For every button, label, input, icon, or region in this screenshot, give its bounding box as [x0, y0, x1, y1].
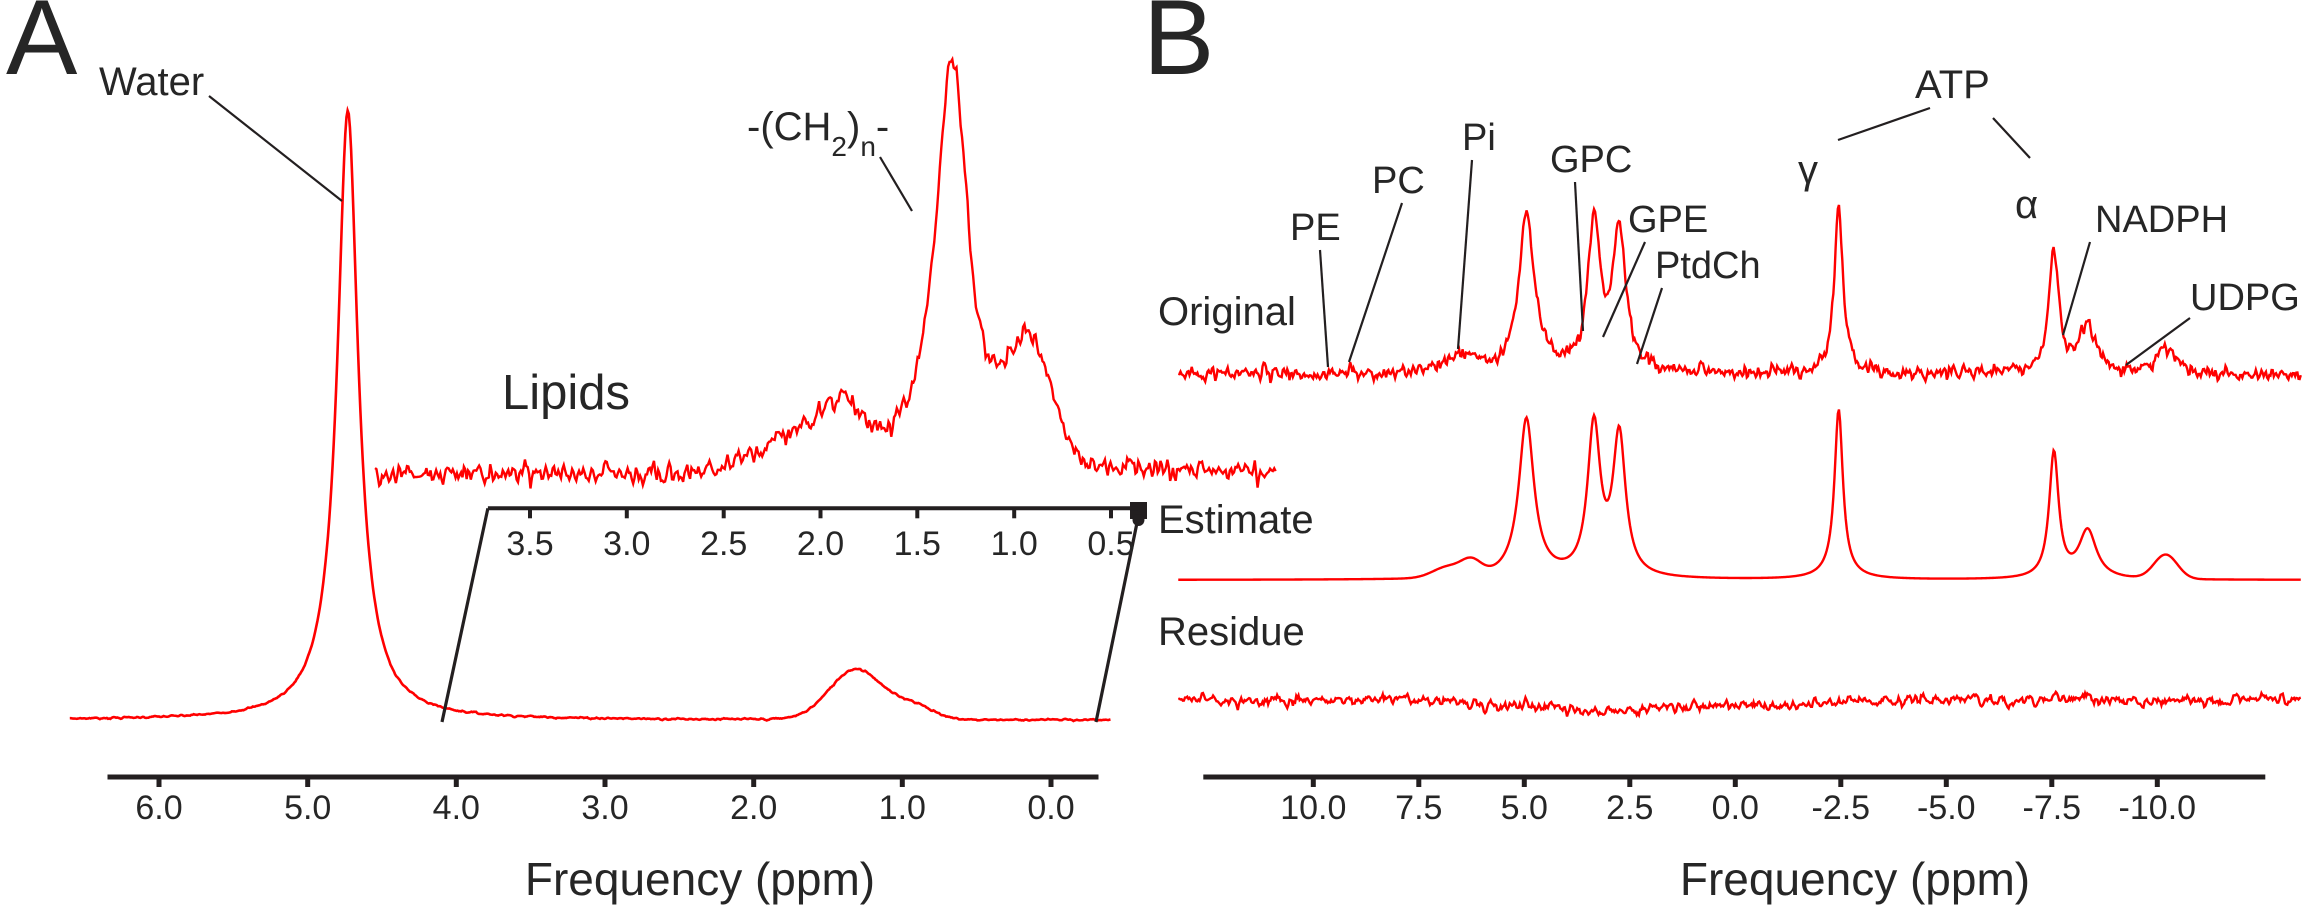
svg-text:2.0: 2.0 [797, 525, 844, 563]
svg-text:GPC: GPC [1550, 139, 1632, 181]
svg-text:2.5: 2.5 [700, 525, 747, 563]
svg-text:1.0: 1.0 [879, 789, 926, 827]
svg-text:10.0: 10.0 [1280, 789, 1346, 827]
svg-text:Frequency (ppm): Frequency (ppm) [1680, 853, 2030, 905]
svg-text:1.5: 1.5 [894, 525, 941, 563]
svg-text:α: α [2015, 183, 2038, 227]
svg-text:Original: Original [1158, 290, 1296, 334]
svg-text:7.5: 7.5 [1395, 789, 1442, 827]
svg-text:0.0: 0.0 [1027, 789, 1074, 827]
svg-text:PtdCh: PtdCh [1655, 245, 1761, 287]
svg-text:3.0: 3.0 [581, 789, 628, 827]
svg-text:Residue: Residue [1158, 610, 1305, 654]
svg-text:GPE: GPE [1628, 199, 1708, 241]
svg-text:-5.0: -5.0 [1917, 789, 1976, 827]
svg-text:2.0: 2.0 [730, 789, 777, 827]
svg-text:PC: PC [1372, 160, 1425, 202]
svg-text:-2.5: -2.5 [1812, 789, 1871, 827]
svg-text:5.0: 5.0 [284, 789, 331, 827]
svg-text:3.5: 3.5 [506, 525, 553, 563]
svg-text:Estimate: Estimate [1158, 498, 1314, 542]
svg-text:6.0: 6.0 [135, 789, 182, 827]
svg-text:5.0: 5.0 [1501, 789, 1548, 827]
svg-text:PE: PE [1290, 207, 1341, 249]
svg-text:Pi: Pi [1462, 117, 1496, 159]
svg-text:-7.5: -7.5 [2023, 789, 2082, 827]
svg-text:0.0: 0.0 [1712, 789, 1759, 827]
svg-text:3.0: 3.0 [603, 525, 650, 563]
svg-text:-10.0: -10.0 [2119, 789, 2197, 827]
svg-text:1.0: 1.0 [991, 525, 1038, 563]
svg-text:Lipids: Lipids [502, 366, 630, 420]
svg-text:4.0: 4.0 [433, 789, 480, 827]
svg-text:γ: γ [1798, 148, 1818, 192]
svg-text:Water: Water [99, 60, 204, 104]
svg-text:2.5: 2.5 [1606, 789, 1653, 827]
svg-text:A: A [6, 0, 78, 97]
svg-text:Frequency (ppm): Frequency (ppm) [525, 853, 875, 905]
svg-text:0.5: 0.5 [1087, 525, 1134, 563]
svg-text:NADPH: NADPH [2095, 199, 2228, 241]
svg-text:ATP: ATP [1915, 63, 1990, 107]
svg-text:UDPG: UDPG [2190, 277, 2300, 319]
svg-text:B: B [1143, 0, 1214, 97]
